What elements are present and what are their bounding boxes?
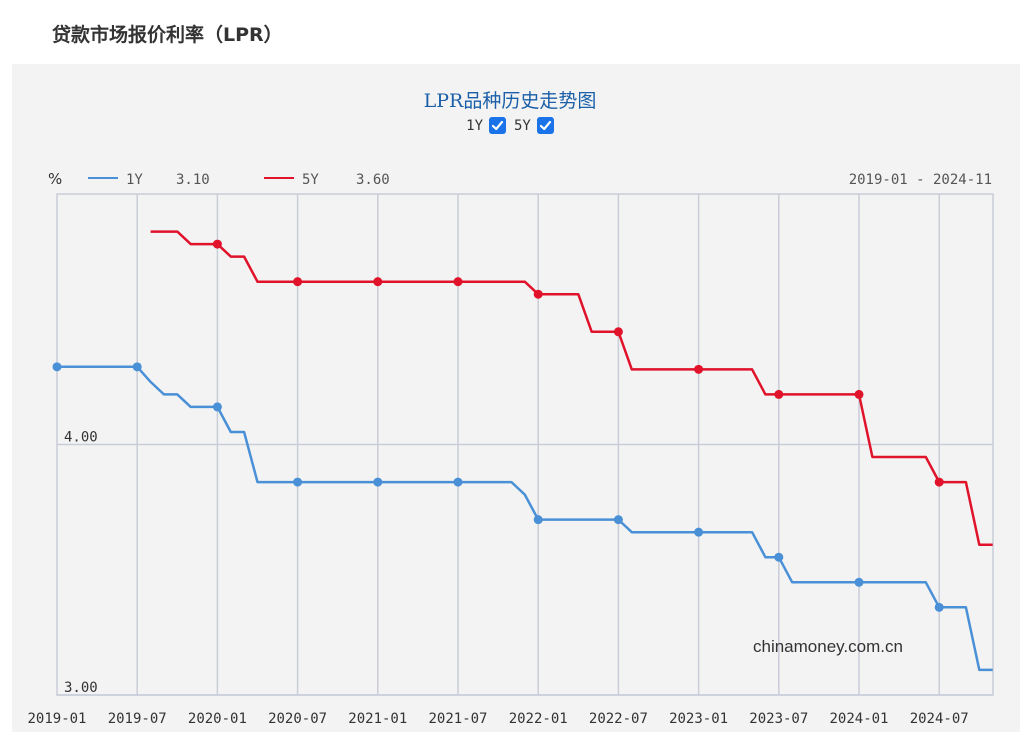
y-tick-label: 4.00	[64, 430, 98, 446]
data-point-5Y	[212, 239, 222, 249]
chart-title: LPR品种历史走势图	[423, 90, 597, 112]
unit-label: %	[48, 170, 62, 188]
series-line-5Y	[150, 230, 993, 546]
x-tick-label: 2024-07	[910, 711, 969, 727]
data-point-1Y	[373, 477, 383, 487]
x-tick-label: 2021-07	[428, 711, 487, 727]
x-tick-label: 2022-07	[589, 711, 648, 727]
x-tick-label: 2019-07	[108, 711, 167, 727]
y-tick-label: 3.00	[64, 680, 98, 696]
data-point-1Y	[212, 402, 222, 412]
data-point-5Y	[533, 289, 543, 299]
data-point-1Y	[453, 477, 463, 487]
data-point-1Y	[52, 362, 62, 372]
watermark: chinamoney.com.cn	[753, 637, 903, 656]
data-point-1Y	[774, 552, 784, 562]
data-point-5Y	[293, 277, 303, 287]
legend-1y-name: 1Y	[126, 172, 143, 188]
data-point-5Y	[774, 389, 784, 399]
x-tick-label: 2020-01	[188, 711, 247, 727]
data-point-1Y	[132, 362, 142, 372]
x-tick-label: 2020-07	[268, 711, 327, 727]
legend-1y-value: 3.10	[176, 172, 210, 188]
data-point-5Y	[694, 364, 704, 374]
series-layer	[52, 230, 993, 672]
data-point-5Y	[934, 477, 944, 487]
data-point-5Y	[854, 389, 864, 399]
data-point-1Y	[533, 515, 543, 525]
data-point-5Y	[373, 277, 383, 287]
axis-labels: 2019-01 2019-07 2020-01 2020-07 2021-01 2021-…	[27, 430, 968, 728]
checkbox-5y-icon[interactable]	[536, 117, 554, 134]
x-tick-label: 2019-01	[27, 711, 86, 727]
x-tick-label: 2022-01	[509, 711, 568, 727]
x-tick-label: 2021-01	[348, 711, 407, 727]
x-tick-label: 2023-07	[749, 711, 808, 727]
data-point-1Y	[694, 527, 704, 537]
toggle-5y[interactable]: 5Y	[514, 117, 554, 134]
data-point-1Y	[934, 602, 944, 612]
toggle-1y[interactable]: 1Y	[466, 117, 506, 134]
checkbox-1y-icon[interactable]	[489, 117, 506, 134]
x-tick-label: 2023-01	[669, 711, 728, 727]
data-point-1Y	[293, 477, 303, 487]
data-point-1Y	[613, 515, 623, 525]
series-toggles: 1Y 5Y	[0, 117, 1020, 134]
series-line-1Y	[57, 365, 993, 672]
legend-5y-value: 3.60	[356, 172, 390, 188]
legend-5y-name: 5Y	[302, 172, 319, 188]
date-range: 2019-01 - 2024-11	[849, 172, 992, 188]
data-point-1Y	[854, 577, 864, 587]
toggle-5y-label: 5Y	[514, 117, 531, 134]
x-tick-label: 2024-01	[829, 711, 888, 727]
data-point-5Y	[453, 277, 463, 287]
data-point-5Y	[613, 327, 623, 337]
page-title: 贷款市场报价利率（LPR）	[52, 24, 283, 46]
chart-grid	[56, 193, 994, 696]
toggle-1y-label: 1Y	[466, 117, 483, 134]
